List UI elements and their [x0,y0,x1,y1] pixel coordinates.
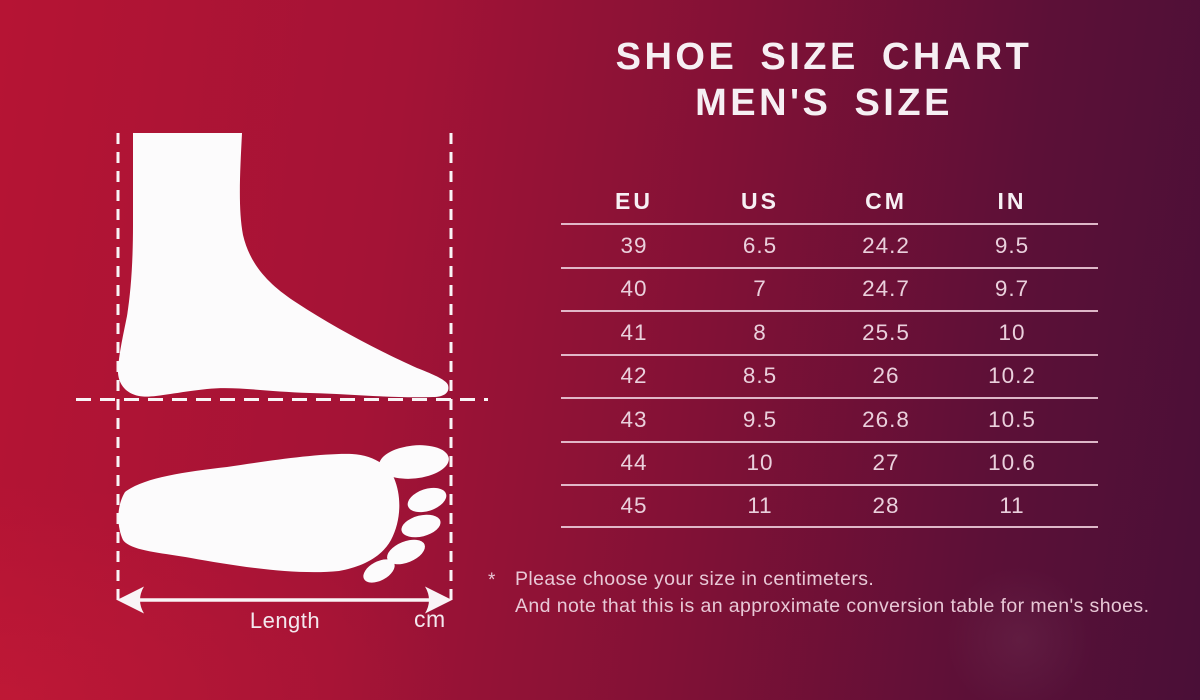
table-header-row: EU US CM IN [561,179,1098,223]
column-header-cm: CM [865,187,907,214]
page-title: SHOE SIZE CHART MEN'S SIZE [540,34,1108,126]
cell-eu: 41 [620,319,648,345]
length-arrow [117,586,452,614]
cell-in: 9.5 [994,232,1030,258]
page-title-line2: MEN'S SIZE [695,82,953,124]
cell-us: 6.5 [742,232,778,258]
little-toe [363,559,395,583]
column-header-eu: EU [615,187,653,214]
second-toe [407,487,447,513]
table-row: 44 10 27 10.6 [561,440,1098,485]
length-label: Length [249,608,321,633]
cell-cm: 24.2 [862,232,910,258]
size-conversion-table: EU US CM IN 39 6.5 24.2 9.5 40 7 24.7 9.… [561,179,1098,528]
footnote: * Please choose your size in centimeters… [488,566,1149,619]
cell-cm: 28 [872,492,900,518]
cell-eu: 42 [620,363,648,389]
footnote-asterisk: * [488,570,496,591]
cm-unit-label: cm [414,606,446,632]
table-row: 45 11 28 11 [561,484,1098,528]
table-row: 43 9.5 26.8 10.5 [561,397,1098,441]
cell-us: 10 [746,450,774,476]
foot-measurement-figure [76,133,488,614]
big-toe [379,445,449,479]
cell-in: 10 [998,319,1026,345]
footnote-line2: And note that this is an approximate con… [515,594,1150,617]
cell-in: 10.2 [988,363,1036,389]
cell-cm: 27 [872,450,900,476]
table-row: 42 8.5 26 10.2 [561,353,1098,398]
cell-us: 9.5 [742,406,778,432]
table-row: 41 8 25.5 10 [561,310,1098,354]
table-row: 40 7 24.7 9.7 [561,266,1098,311]
footprint-silhouette-icon [118,445,449,583]
cell-cm: 26 [872,363,900,389]
foot-side-silhouette-icon [118,133,449,398]
column-header-us: US [741,187,779,214]
arrowhead-right-icon [425,586,452,614]
cell-eu: 43 [620,406,648,432]
table-row: 39 6.5 24.2 9.5 [561,223,1098,267]
cell-in: 9.7 [994,276,1030,302]
cell-us: 8.5 [742,363,778,389]
arrowhead-left-icon [117,586,144,614]
cell-cm: 24.7 [862,276,910,302]
cell-eu: 44 [620,450,648,476]
cell-in: 10.6 [988,450,1036,476]
cell-cm: 25.5 [862,319,910,345]
cell-us: 11 [747,492,773,518]
third-toe [401,514,441,538]
cell-in: 10.5 [988,406,1036,432]
column-header-in: IN [997,187,1027,214]
cell-eu: 39 [620,232,648,258]
footnote-line1: Please choose your size in centimeters. [515,568,875,590]
cell-us: 7 [753,276,767,302]
footnote-text: Please choose your size in centimeters. … [515,566,1149,619]
cell-eu: 45 [620,492,648,518]
cell-cm: 26.8 [862,406,910,432]
fourth-toe [387,539,425,565]
cell-us: 8 [753,319,767,345]
cell-in: 11 [999,492,1025,518]
page-title-line1: SHOE SIZE CHART [615,36,1033,78]
cell-eu: 40 [620,276,648,302]
